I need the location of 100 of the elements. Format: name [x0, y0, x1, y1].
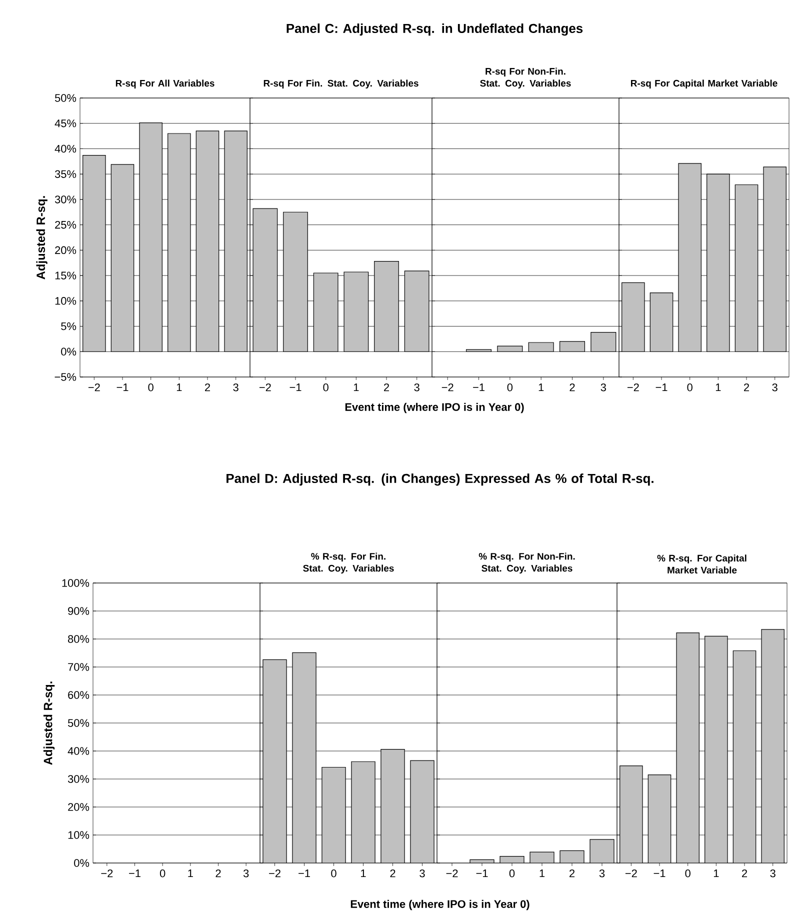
y-tick-label: 35%: [54, 170, 76, 178]
x-tick-label: 2: [744, 384, 750, 392]
x-tick-label: 2: [742, 870, 748, 878]
x-tick-label: −2: [627, 384, 639, 392]
chart-subtitle: R-sq For Non-Fin. Stat. Coy. Variables: [480, 68, 571, 88]
x-tick-label: 2: [390, 870, 396, 878]
x-tick-label: 3: [414, 384, 420, 392]
y-tick-label: 5%: [61, 322, 76, 330]
bar: [466, 349, 492, 352]
bar: [528, 342, 554, 352]
bar: [262, 659, 287, 863]
x-tick-label: 1: [354, 384, 359, 392]
y-tick-label: 10%: [55, 297, 76, 305]
x-tick-label: 0: [331, 870, 336, 878]
x-tick-label: −2: [625, 870, 637, 878]
bar: [590, 332, 616, 352]
x-tick-label: 0: [160, 870, 166, 878]
bar: [763, 166, 786, 352]
y-tick-label: 40%: [68, 747, 90, 755]
y-axis-title: Adjusted R-sq.: [43, 682, 55, 765]
x-tick-label: 1: [361, 870, 366, 878]
bar: [676, 632, 700, 863]
x-tick-label: 3: [600, 384, 606, 392]
x-tick-label: −1: [298, 870, 310, 878]
y-tick-label: −5%: [54, 373, 76, 381]
x-tick-label: 0: [148, 384, 154, 392]
x-tick-label: 3: [770, 870, 776, 878]
x-tick-label: −2: [88, 384, 100, 392]
y-tick-label: 20%: [68, 803, 90, 811]
chart-subtitle: % R-sq. For Fin. Stat. Coy. Variables: [303, 552, 394, 574]
y-tick-label: 25%: [55, 220, 76, 229]
bar: [224, 130, 248, 352]
x-tick-label: −1: [116, 384, 128, 392]
y-tick-label: 50%: [54, 94, 76, 102]
x-tick-label: −1: [473, 384, 484, 392]
x-tick-label: 1: [716, 384, 721, 392]
x-tick-label: −2: [269, 870, 280, 878]
bar: [380, 749, 405, 863]
y-tick-label: 60%: [68, 691, 90, 699]
x-tick-label: −1: [476, 870, 488, 878]
bar: [168, 133, 191, 352]
bar: [704, 636, 728, 863]
x-tick-label: 1: [176, 384, 182, 392]
bar: [292, 652, 316, 863]
bar: [648, 774, 672, 863]
x-tick-label: 1: [188, 870, 193, 878]
x-tick-label: 0: [685, 870, 690, 878]
bar: [706, 174, 730, 352]
y-tick-label: 30%: [68, 775, 90, 783]
y-tick-label: 45%: [54, 120, 76, 128]
x-tick-label: 0: [507, 384, 513, 392]
bar: [351, 761, 376, 863]
bar: [497, 346, 523, 352]
y-tick-label: 10%: [68, 831, 90, 839]
y-tick-label: 100%: [62, 579, 90, 587]
x-tick-label: −1: [290, 384, 302, 392]
bar: [678, 163, 702, 352]
bar: [761, 629, 784, 863]
y-tick-label: 70%: [68, 663, 90, 671]
y-tick-label: 40%: [54, 144, 76, 153]
bar: [196, 130, 220, 352]
x-tick-label: 1: [540, 870, 545, 878]
x-tick-label: 0: [509, 870, 515, 878]
chart-subtitle: R-sq For Fin. Stat. Coy. Variables: [264, 80, 418, 88]
bar: [283, 212, 308, 352]
y-tick-label: 50%: [68, 719, 90, 727]
bar: [734, 184, 758, 352]
bar: [650, 292, 674, 352]
x-tick-label: 2: [570, 870, 575, 878]
y-tick-label: 80%: [68, 635, 90, 643]
x-tick-label: 2: [205, 384, 210, 392]
x-tick-label: −2: [446, 870, 458, 878]
x-tick-label: 3: [243, 870, 249, 878]
chart-subtitle: R-sq For Capital Market Variable: [631, 80, 778, 88]
x-tick-label: −2: [259, 384, 271, 392]
x-tick-label: 0: [323, 384, 328, 392]
bar: [313, 272, 338, 352]
x-tick-label: 2: [570, 384, 575, 392]
x-tick-label: −1: [656, 384, 668, 392]
x-tick-label: −2: [101, 870, 113, 878]
y-tick-label: 20%: [55, 246, 76, 254]
text: Event time (where IPO is in Year 0): [350, 900, 530, 910]
y-tick-label: 0%: [61, 348, 76, 356]
y-tick-label: 0%: [74, 859, 90, 867]
x-tick-label: 3: [420, 870, 425, 878]
x-tick-label: −1: [129, 870, 140, 878]
x-tick-label: 0: [687, 384, 692, 392]
x-tick-label: 1: [714, 870, 719, 878]
bar: [559, 341, 586, 352]
y-tick-label: 15%: [55, 272, 76, 280]
bar: [410, 760, 434, 863]
x-tick-label: 3: [233, 384, 238, 392]
bar: [590, 839, 614, 863]
chart-subtitle: R-sq For All Variables: [116, 80, 214, 88]
bar: [374, 261, 399, 352]
x-tick-label: 2: [384, 384, 389, 392]
x-tick-label: 1: [538, 384, 544, 392]
bar: [732, 650, 756, 863]
chart-subtitle: % R-sq. For Capital Market Variable: [657, 554, 746, 574]
bar: [322, 766, 346, 863]
